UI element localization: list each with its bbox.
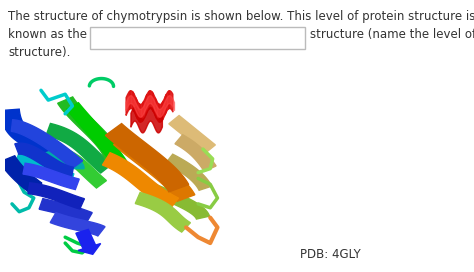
FancyArrow shape	[76, 229, 100, 254]
Bar	[90, 27, 305, 49]
Polygon shape	[15, 143, 73, 178]
Text: structure).: structure).	[8, 46, 70, 59]
Text: The structure of chymotrypsin is shown below. This level of protein structure is: The structure of chymotrypsin is shown b…	[8, 10, 474, 23]
Polygon shape	[102, 153, 178, 210]
Text: known as the: known as the	[8, 28, 87, 41]
Polygon shape	[58, 97, 122, 160]
Polygon shape	[0, 109, 50, 156]
Text: structure (name the level of: structure (name the level of	[310, 28, 474, 41]
Polygon shape	[0, 156, 42, 193]
Polygon shape	[39, 199, 92, 222]
Polygon shape	[66, 103, 127, 168]
Polygon shape	[105, 123, 189, 192]
Polygon shape	[114, 134, 195, 201]
Polygon shape	[50, 213, 105, 236]
Polygon shape	[28, 183, 84, 209]
Polygon shape	[175, 135, 216, 171]
Polygon shape	[135, 193, 191, 232]
Polygon shape	[169, 116, 215, 153]
Polygon shape	[147, 183, 210, 219]
Polygon shape	[15, 154, 74, 183]
Polygon shape	[23, 163, 79, 190]
Polygon shape	[11, 120, 82, 169]
Text: PDB: 4GLY: PDB: 4GLY	[300, 248, 361, 261]
Polygon shape	[50, 144, 107, 188]
Polygon shape	[18, 137, 84, 169]
Polygon shape	[165, 154, 212, 190]
Polygon shape	[46, 123, 112, 173]
